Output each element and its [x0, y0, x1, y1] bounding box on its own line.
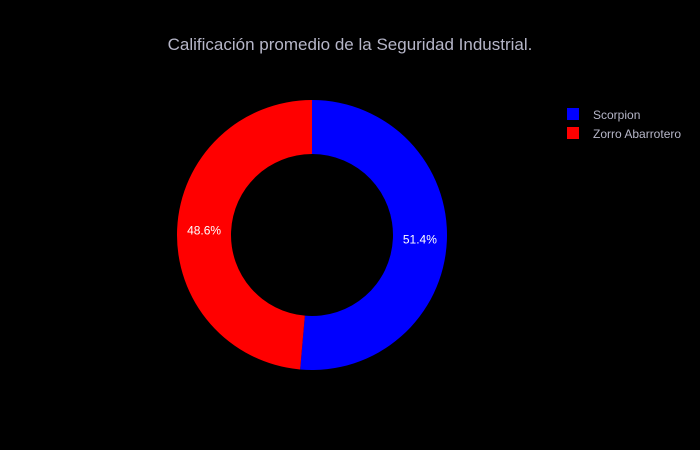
legend-label-zorro-abarrotero: Zorro Abarrotero	[593, 127, 681, 141]
donut-slice-zorro-abarrotero[interactable]	[176, 100, 312, 370]
legend-label-scorpion: Scorpion	[593, 108, 640, 122]
legend-item-zorro-abarrotero[interactable]: Zorro Abarrotero	[567, 127, 681, 141]
donut-slices	[176, 100, 447, 370]
slice-percent-label-scorpion: 51.4%	[403, 233, 437, 247]
slice-percent-label-zorro-abarrotero: 48.6%	[187, 223, 221, 237]
legend: Scorpion Zorro Abarrotero	[567, 108, 681, 141]
slice-labels: 51.4% 48.6%	[187, 223, 437, 246]
legend-item-scorpion[interactable]: Scorpion	[567, 108, 640, 122]
donut-slice-scorpion[interactable]	[300, 100, 447, 370]
legend-swatch-scorpion	[567, 108, 579, 120]
chart-title: Calificación promedio de la Seguridad In…	[168, 35, 533, 54]
legend-swatch-zorro-abarrotero	[567, 127, 579, 139]
